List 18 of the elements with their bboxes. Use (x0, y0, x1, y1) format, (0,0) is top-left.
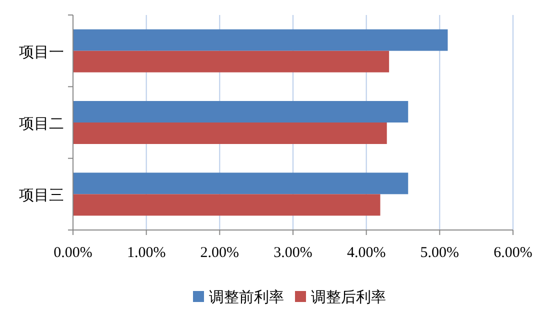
x-tick-label: 2.00% (200, 245, 240, 261)
bar (73, 29, 448, 51)
y-tick-label: 项目二 (19, 114, 64, 132)
x-tick-label: 4.00% (346, 245, 386, 261)
y-tick-label: 项目一 (19, 42, 64, 61)
x-tick-label: 6.00% (494, 245, 532, 261)
bar (73, 122, 387, 144)
legend-label: 调整后利率 (311, 288, 386, 306)
legend-label: 调整前利率 (209, 288, 284, 306)
y-tick-label: 项目三 (19, 186, 64, 204)
x-tick-label: 0.00% (54, 245, 92, 261)
x-tick-label: 3.00% (274, 245, 312, 261)
bar (73, 194, 380, 216)
bar (73, 172, 408, 194)
bar (73, 101, 408, 122)
bar (73, 50, 390, 72)
x-tick-label: 1.00% (126, 245, 166, 261)
x-tick-label: 5.00% (420, 245, 460, 261)
